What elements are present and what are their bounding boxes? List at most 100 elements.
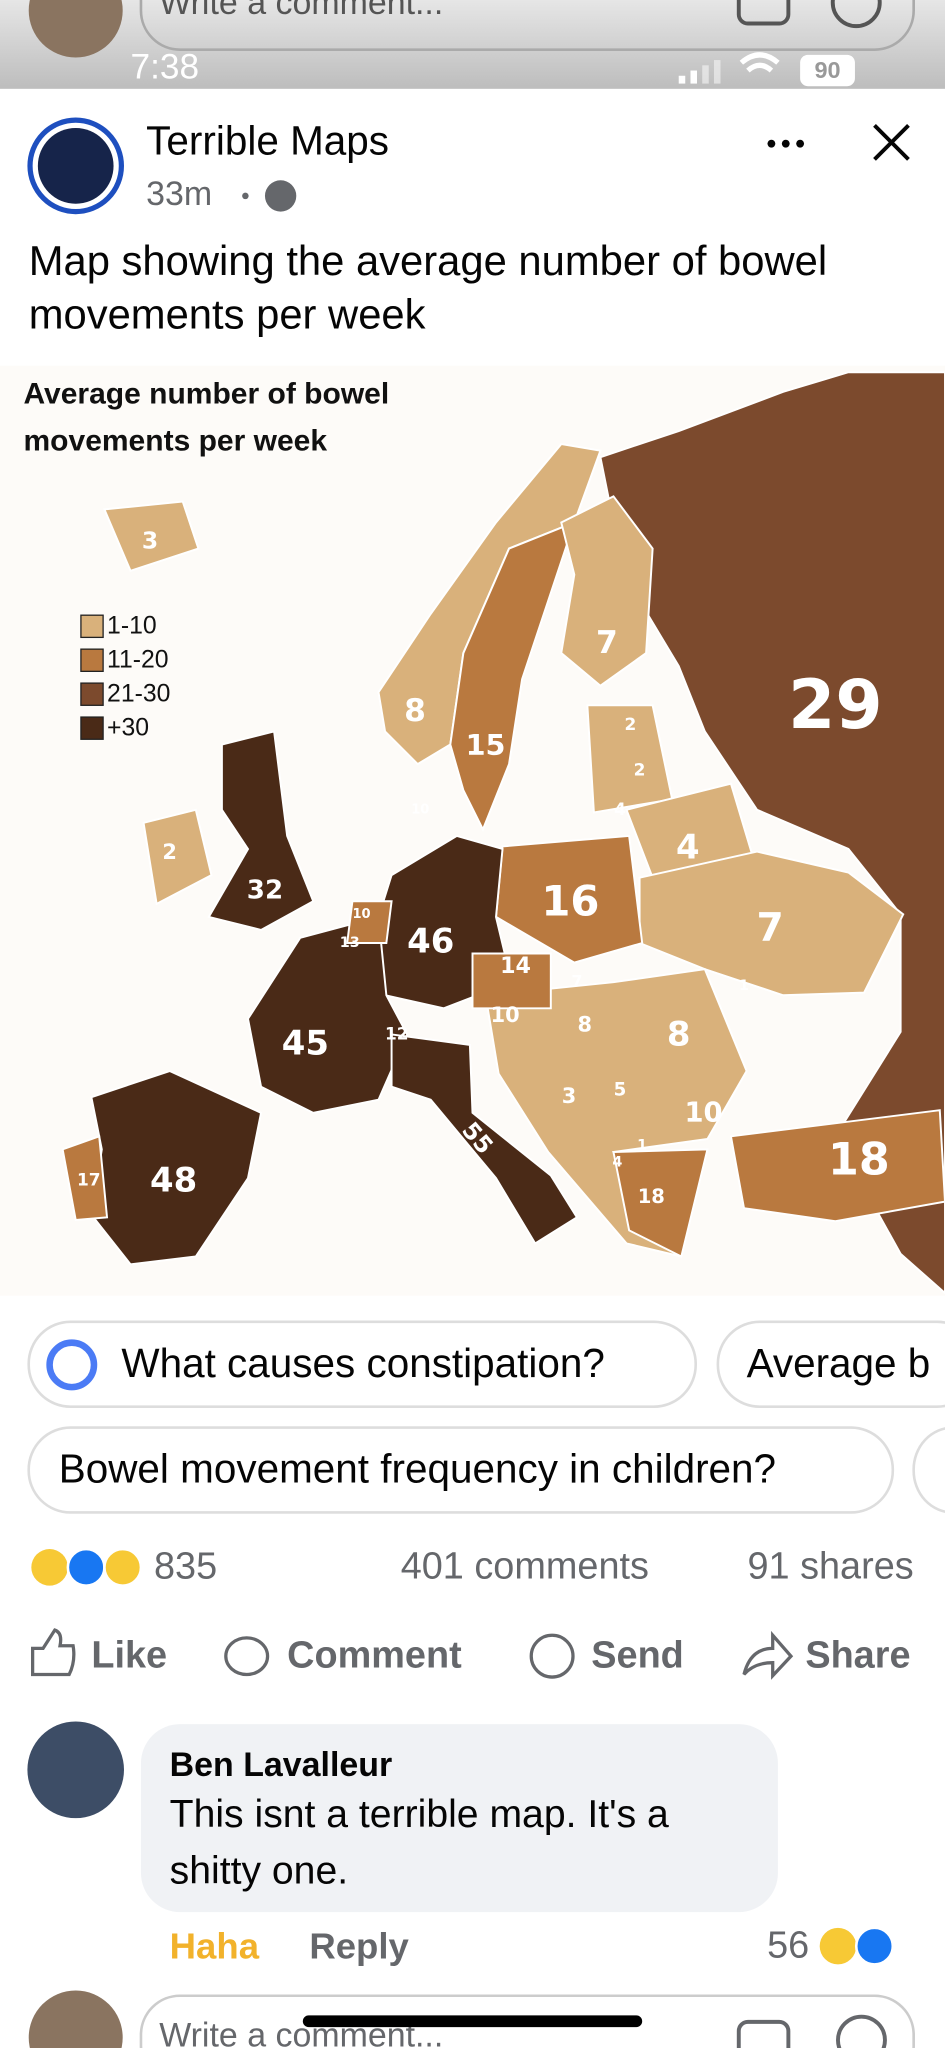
avatar — [28, 0, 123, 58]
comment-count[interactable]: 401 comments — [401, 1546, 649, 1588]
battery — [800, 54, 855, 87]
send-button[interactable]: Send — [591, 1634, 684, 1676]
emoji-icon[interactable] — [830, 0, 882, 29]
legend: 1-10 11-20 21-30 +30 — [80, 612, 170, 741]
map-value-label: 12 — [385, 1024, 409, 1044]
comment-button[interactable]: Comment — [287, 1634, 462, 1676]
map-title: movements per week — [23, 425, 327, 458]
commenter-name[interactable]: Ben Lavalleur — [170, 1746, 393, 1784]
comment-text: This isnt a terrible map. It's a — [170, 1793, 669, 1836]
map-value-label: 32 — [247, 875, 283, 905]
post-text: movements per week — [29, 290, 426, 337]
map-value-label: 14 — [500, 953, 531, 979]
map-title: Average number of bowel — [23, 378, 389, 411]
share-count[interactable]: 91 shares — [747, 1546, 913, 1588]
reaction-count[interactable]: 835 — [154, 1546, 217, 1588]
clock: 7:38 — [131, 48, 200, 87]
map-value-label: 10 — [352, 907, 370, 922]
emoji-icon[interactable] — [836, 2014, 887, 2048]
map-value-label: 2 — [625, 715, 637, 735]
send-icon — [529, 1633, 575, 1679]
comment-placeholder: Write a comment... — [159, 0, 443, 22]
map-labels: 3 8 15 7 29 2 2 4 4 2 32 16 7 46 14 10 13 10 10 45 12 7 8 8 3 5 10… — [77, 527, 890, 1209]
haha-reaction — [819, 1927, 857, 1965]
signal-icon — [678, 60, 721, 84]
map-value-label: 7 — [756, 905, 783, 950]
share-icon — [742, 1630, 794, 1680]
map-value-label: 45 — [282, 1023, 329, 1063]
map-value-label: 46 — [407, 922, 454, 962]
suggestion-chip[interactable] — [27, 1426, 895, 1514]
map-value-label: 3 — [142, 527, 158, 555]
map-value-label: 2 — [162, 840, 177, 864]
map-value-label: 7 — [571, 972, 582, 991]
legend-swatch — [80, 614, 104, 639]
like-button[interactable]: Like — [91, 1634, 167, 1676]
map-value-label: 18 — [828, 1134, 890, 1185]
post-time: 33m — [146, 175, 212, 213]
map-value-label: 13 — [340, 935, 360, 951]
legend-swatch — [80, 648, 104, 672]
more-button[interactable] — [767, 139, 805, 148]
page-avatar-image — [37, 128, 114, 204]
legend-label: 1-10 — [107, 612, 157, 639]
suggestion-chip[interactable] — [912, 1427, 945, 1513]
map-value-label: 16 — [541, 876, 599, 925]
close-button[interactable] — [873, 124, 910, 161]
map-value-label: 29 — [788, 666, 882, 745]
map-value-label: 8 — [577, 1012, 592, 1036]
reply-button[interactable]: Reply — [309, 1925, 409, 1966]
map-value-label: 1 — [739, 978, 749, 994]
map-value-label: 48 — [150, 1161, 197, 1201]
suggestion-chip[interactable] — [27, 1320, 698, 1408]
map-value-label: 10 — [411, 802, 429, 817]
haha-reaction — [31, 1549, 68, 1586]
comment-reaction-count: 56 — [767, 1924, 809, 1966]
wow-reaction — [103, 1547, 143, 1587]
map-value-label: 3 — [562, 1084, 577, 1108]
map-value-label: 17 — [77, 1171, 101, 1191]
suggestion-text: Average b — [747, 1340, 931, 1386]
map-image[interactable]: Average number of bowel movements per we… — [0, 365, 945, 1296]
map-value-label: 1 — [637, 1137, 647, 1153]
map-value-label: 5 — [614, 1080, 627, 1101]
map-value-label: 8 — [404, 693, 426, 729]
like-reaction — [66, 1547, 106, 1587]
camera-icon[interactable] — [736, 0, 791, 26]
comment-bubble — [140, 1724, 778, 1913]
haha-button[interactable]: Haha — [170, 1925, 260, 1966]
map-value-label: 10 — [684, 1098, 722, 1129]
map-value-label: 4 — [612, 1154, 622, 1170]
suggestion-text: What causes constipation? — [121, 1340, 604, 1386]
map-value-label: 10 — [491, 1003, 520, 1027]
avatar — [28, 1990, 123, 2048]
separator — [242, 192, 249, 200]
share-button[interactable]: Share — [805, 1634, 910, 1676]
ai-icon — [46, 1339, 98, 1391]
comment-text: shitty one. — [170, 1849, 348, 1892]
suggestion-text: Bowel movement frequency in children? — [59, 1446, 776, 1492]
map-value-label: 2 — [634, 761, 646, 781]
battery-level: 90 — [814, 57, 840, 83]
author-name[interactable]: Terrible Maps — [146, 117, 389, 163]
comment-icon — [224, 1636, 270, 1677]
map-value-label: 8 — [667, 1014, 691, 1054]
map-value-label: 4 — [676, 827, 700, 867]
legend-swatch — [80, 682, 104, 706]
map-value-label: 7 — [596, 625, 618, 661]
map-value-label: 18 — [638, 1185, 665, 1208]
legend-label: 11-20 — [107, 646, 169, 673]
globe-icon — [264, 180, 297, 212]
camera-icon[interactable] — [736, 2019, 791, 2048]
commenter-avatar[interactable] — [27, 1721, 124, 1819]
like-icon — [30, 1628, 76, 1677]
suggestion-chip[interactable] — [716, 1320, 945, 1408]
countries — [61, 371, 945, 1295]
map-value-label: 15 — [466, 728, 506, 762]
like-reaction — [854, 1926, 895, 1966]
post-text: Map showing the average number of bowel — [29, 237, 827, 284]
comment-input[interactable] — [139, 0, 915, 51]
legend-label: 21-30 — [107, 680, 170, 707]
